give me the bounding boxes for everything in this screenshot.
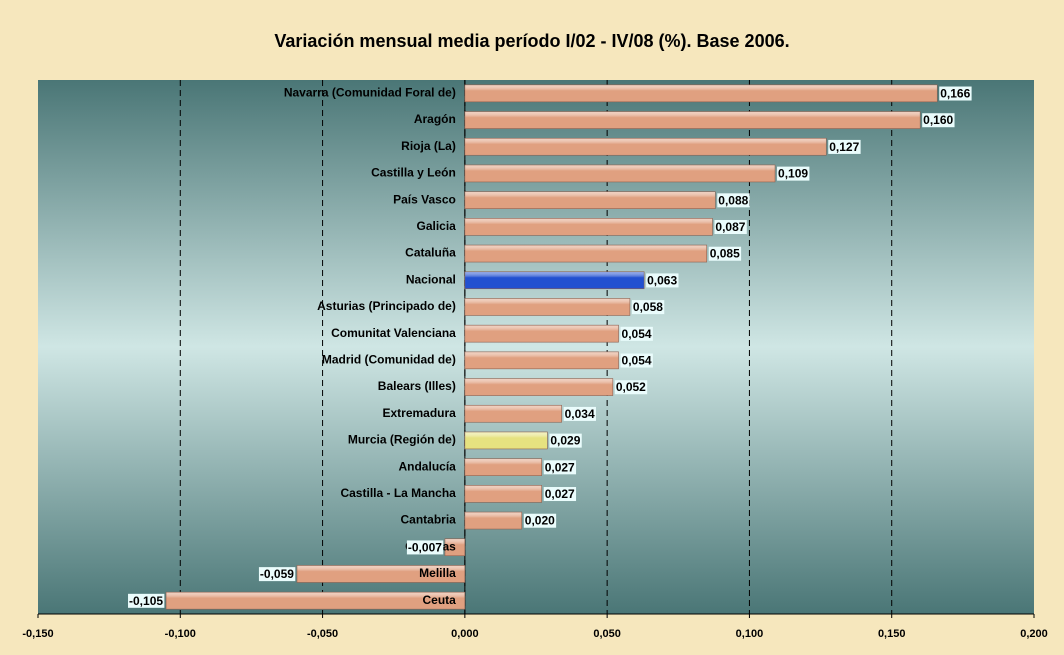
value-label-box: [620, 326, 653, 341]
value-label: 0,034: [565, 407, 595, 421]
bar: [165, 591, 466, 610]
value-label: 0,027: [545, 460, 575, 474]
value-label-box: [714, 220, 747, 235]
bar: [464, 111, 921, 129]
x-tick-label: 0,050: [593, 628, 621, 640]
bar: [464, 218, 713, 236]
value-label: 0,127: [829, 140, 859, 154]
bar: [464, 271, 645, 290]
value-label: 0,160: [923, 113, 953, 127]
x-tick-label: 0,000: [451, 628, 479, 640]
value-label: 0,109: [778, 167, 808, 181]
x-tick-label: 0,200: [1020, 628, 1048, 640]
value-label: 0,027: [545, 487, 575, 501]
value-label: 0,054: [622, 327, 652, 341]
bar: [464, 378, 614, 396]
category-label: Extremadura: [382, 406, 456, 420]
category-label: Galicia: [416, 219, 456, 233]
category-label: Madrid (Comunidad de): [322, 353, 456, 367]
category-label: Aragón: [414, 112, 456, 126]
value-label-box: [939, 86, 972, 101]
value-label-box: [777, 166, 810, 181]
value-label: 0,058: [633, 300, 663, 314]
category-label: País Vasco: [393, 192, 456, 206]
value-label-box: [708, 246, 742, 261]
bar: [464, 511, 523, 530]
bar: [444, 538, 466, 557]
value-label-box: [614, 380, 648, 395]
x-tick-label: 0,150: [878, 628, 906, 640]
bar: [464, 298, 631, 316]
x-tick-label: -0,100: [165, 628, 196, 640]
value-label-box: [406, 540, 444, 555]
bar: [464, 137, 827, 156]
value-label-box: [631, 300, 665, 315]
bar: [464, 458, 542, 476]
category-label: Castilla - La Mancha: [340, 486, 456, 500]
value-label-box: [828, 139, 861, 154]
category-label: Nacional: [406, 272, 456, 286]
value-label: 0,166: [940, 87, 970, 101]
category-label: Navarra (Comunidad Foral de): [284, 86, 456, 100]
value-label: 0,085: [710, 247, 740, 261]
x-tick-label: -0,150: [22, 628, 53, 640]
bar: [464, 485, 542, 503]
bar: [464, 351, 619, 370]
value-label: 0,029: [550, 434, 580, 448]
value-label: 0,054: [622, 354, 652, 368]
chart-title: Variación mensual media período I/02 - I…: [274, 31, 789, 51]
value-label-box: [563, 406, 596, 421]
value-label-box: [922, 113, 955, 128]
category-label: Ceuta: [423, 593, 457, 607]
bar: [464, 324, 619, 343]
value-label-box: [258, 567, 296, 582]
value-label: 0,063: [647, 273, 677, 287]
x-tick-label: -0,050: [307, 628, 338, 640]
bar: [464, 244, 708, 263]
category-label: Melilla: [419, 566, 456, 580]
value-label: 0,087: [715, 220, 745, 234]
value-label: 0,052: [616, 380, 646, 394]
bar: [464, 191, 716, 209]
value-label-box: [128, 593, 165, 608]
value-label: -0,007: [408, 540, 442, 554]
value-label-box: [549, 433, 582, 448]
category-label: Balears (Illes): [378, 379, 456, 393]
category-label: Comunitat Valenciana: [331, 326, 456, 340]
category-label: Castilla y León: [371, 166, 456, 180]
category-label: Andalucía: [398, 459, 456, 473]
value-label-box: [543, 487, 577, 502]
value-label: 0,088: [718, 193, 748, 207]
category-label: Cantabria: [400, 513, 456, 527]
bar: [296, 565, 466, 583]
value-label-box: [646, 273, 679, 288]
category-label: Asturias (Principado de): [317, 299, 456, 313]
bar: [464, 164, 776, 183]
value-label: -0,059: [260, 567, 294, 581]
value-label-box: [717, 193, 750, 208]
value-label: 0,020: [525, 514, 555, 528]
bar: [464, 84, 938, 103]
value-label-box: [543, 460, 577, 475]
category-label: Rioja (La): [401, 139, 456, 153]
category-label: Murcia (Región de): [348, 433, 456, 447]
value-label-box: [523, 513, 557, 528]
plot-area: [38, 80, 1034, 614]
bar: [464, 431, 548, 450]
category-label: Cataluña: [405, 246, 456, 260]
value-label-box: [620, 353, 653, 368]
x-tick-label: 0,100: [736, 628, 764, 640]
bar: [464, 404, 562, 423]
value-label: -0,105: [129, 594, 163, 608]
